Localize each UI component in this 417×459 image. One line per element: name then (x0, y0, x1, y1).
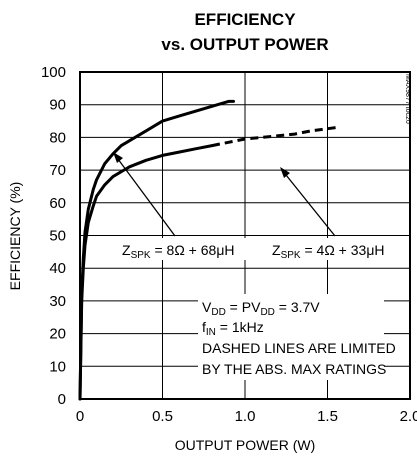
x-tick-label-1: 0.5 (152, 408, 173, 425)
condition-dashed-note-1: DASHED LINES ARE LIMITED (202, 340, 396, 356)
y-tick-label-1: 10 (49, 358, 66, 375)
arrow-8ohm-line (114, 154, 176, 237)
y-tick-label-2: 20 (49, 326, 66, 343)
condition-vdd: VDD = PVDD = 3.7V (202, 299, 320, 318)
series-0-solid-line (78, 99, 235, 401)
label-bg-4ohm (268, 238, 408, 260)
conditions-bg (198, 294, 384, 380)
y-tick-label-0: 0 (58, 391, 66, 408)
x-tick-label-3: 1.5 (317, 408, 338, 425)
y-tick-label-8: 80 (49, 129, 66, 146)
y-tick-label-3: 30 (49, 293, 66, 310)
x-tick-label-4: 2.0 (400, 408, 417, 425)
label-bg-8ohm (118, 238, 263, 260)
annotation-arrows (113, 152, 336, 237)
series-layer (78, 99, 336, 401)
series-1-solid-line (78, 144, 214, 401)
chart-title-line1: EFFICIENCY (194, 10, 296, 29)
x-tick-label-2: 1.0 (235, 408, 256, 425)
arrow-8ohm-head (113, 152, 123, 163)
y-tick-label-6: 60 (49, 195, 66, 212)
plot-frame (79, 71, 411, 400)
series-label-8ohm: ZSPK = 8Ω + 68μH (122, 242, 235, 261)
arrow-4ohm-line (281, 169, 336, 237)
figure-code: MAX9877 toc20 (404, 74, 411, 124)
x-tick-label-0: 0 (76, 408, 84, 425)
x-axis-label: OUTPUT POWER (W) (175, 437, 316, 453)
arrow-4ohm-head (280, 167, 290, 178)
y-tick-label-5: 50 (49, 228, 66, 245)
y-tick-label-7: 70 (49, 162, 66, 179)
tick-labels: 0 10 20 30 40 50 60 70 80 90 100 0 0.5 1.0 1.5 2.0 (41, 64, 417, 425)
condition-fin: fIN = 1kHz (202, 319, 264, 338)
y-tick-label-9: 90 (49, 97, 66, 114)
series-label-4ohm: ZSPK = 4Ω + 33μH (272, 242, 385, 261)
series-1-dashed-line (211, 126, 336, 148)
y-tick-label-4: 40 (49, 260, 66, 277)
chart-title-line2: vs. OUTPUT POWER (161, 35, 328, 54)
y-tick-label-10: 100 (41, 64, 66, 81)
y-axis-label: EFFICIENCY (%) (7, 182, 23, 291)
condition-dashed-note-2: BY THE ABS. MAX RATINGS (202, 361, 386, 377)
